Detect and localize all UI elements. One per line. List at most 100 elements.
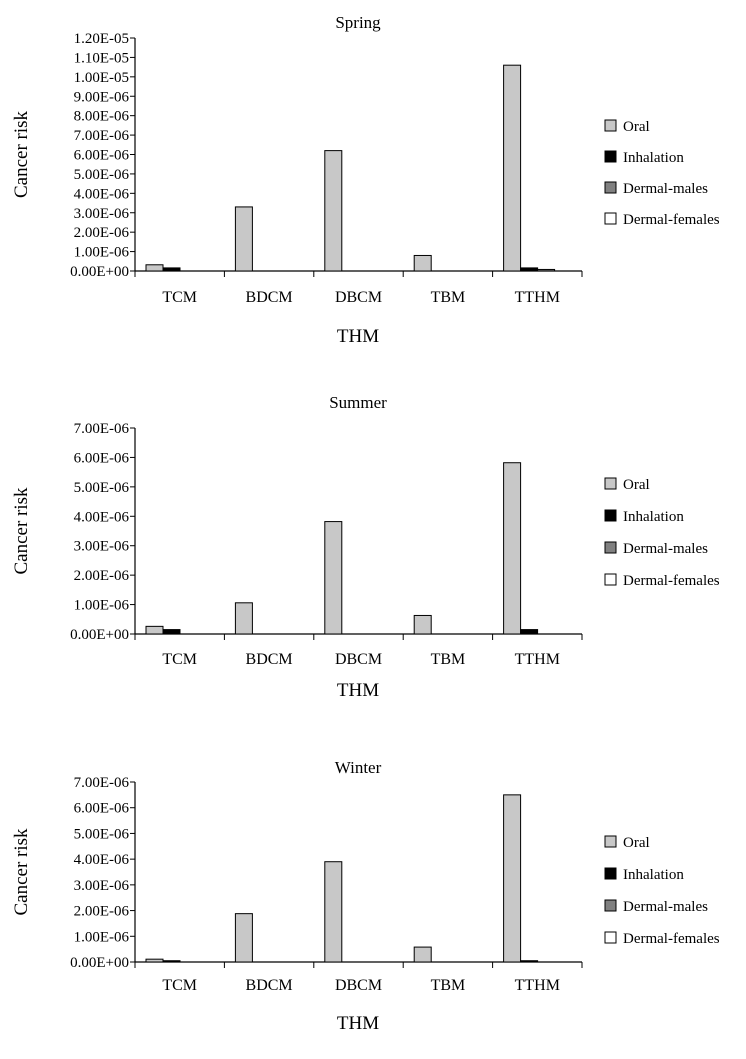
legend-label-oral: Oral	[623, 477, 650, 493]
y-tick-label: 4.00E-06	[74, 186, 130, 202]
y-tick-label: 1.00E-06	[74, 598, 130, 614]
y-tick-label: 4.00E-06	[74, 852, 130, 868]
bar-oral-tbm	[413, 946, 432, 963]
bar-oral-tcm	[145, 958, 164, 963]
bar-inhalation-tcm	[162, 960, 181, 963]
legend-swatch-dermal-females	[604, 573, 617, 586]
y-tick-label: 5.00E-06	[74, 167, 130, 183]
legend-swatch-inhalation	[604, 509, 617, 522]
x-tick-label: TTHM	[515, 289, 560, 306]
legend-swatch-oral	[604, 119, 617, 132]
x-tick-label: DBCM	[335, 651, 382, 668]
y-tick-label: 3.00E-06	[74, 878, 130, 894]
y-tick-label: 5.00E-06	[74, 480, 130, 496]
chart-title: Spring	[335, 13, 381, 32]
bar-oral-tcm	[145, 264, 164, 272]
bar-inhalation-tcm	[162, 267, 181, 272]
y-tick-label: 7.00E-06	[74, 128, 130, 144]
chart-summer: Summer Cancer risk 0.00E+00 1.00E-06 2.00E-0…	[11, 393, 720, 701]
y-tick-label: 1.00E-06	[74, 245, 130, 261]
legend: Oral Inhalation Dermal-males Dermal-females	[604, 835, 720, 947]
x-axis-label: THM	[337, 1013, 379, 1034]
y-tick-label: 6.00E-06	[74, 148, 130, 164]
bar-oral-tthm	[503, 794, 522, 963]
bar-oral-tbm	[413, 254, 432, 272]
legend: Oral Inhalation Dermal-males Dermal-females	[604, 477, 720, 589]
legend-label-dermal-males: Dermal-males	[623, 181, 708, 197]
chart-title: Summer	[329, 393, 387, 412]
bar-oral-bdcm	[234, 206, 253, 272]
y-axis-label: Cancer risk	[11, 487, 32, 575]
x-tick-label: BDCM	[246, 977, 293, 994]
legend-swatch-dermal-males	[604, 541, 617, 554]
bar-inhalation-tcm	[162, 629, 181, 635]
legend-label-dermal-females: Dermal-females	[623, 573, 720, 589]
legend-label-oral: Oral	[623, 835, 650, 851]
y-tick-label: 6.00E-06	[74, 801, 130, 817]
legend-swatch-dermal-females	[604, 212, 617, 225]
x-axis-label: THM	[337, 680, 379, 701]
chart-spring: Spring Cancer risk 0.00E+00 1.00E-06 2.00E-0…	[11, 13, 720, 347]
x-tick-label: DBCM	[335, 977, 382, 994]
y-tick-label: 2.00E-06	[74, 225, 130, 241]
bar-dermal-males-tthm	[537, 268, 556, 272]
bar-oral-dbcm	[324, 521, 343, 635]
x-tick-label: TCM	[162, 651, 197, 668]
legend-swatch-oral	[604, 835, 617, 848]
y-tick-label: 1.00E-05	[74, 70, 129, 86]
y-tick-label: 4.00E-06	[74, 509, 130, 525]
legend-label-dermal-males: Dermal-males	[623, 541, 708, 557]
legend-label-dermal-females: Dermal-females	[623, 212, 720, 228]
bar-oral-tthm	[503, 64, 522, 272]
y-tick-label: 1.10E-05	[74, 50, 129, 66]
y-tick-label: 0.00E+00	[70, 264, 129, 280]
y-tick-label: 2.00E-06	[74, 568, 130, 584]
y-tick-label: 2.00E-06	[74, 904, 130, 920]
y-tick-label: 1.20E-05	[74, 31, 129, 47]
legend-swatch-dermal-males	[604, 181, 617, 194]
bar-oral-dbcm	[324, 150, 343, 272]
bar-oral-bdcm	[234, 913, 253, 963]
y-tick-label: 3.00E-06	[74, 539, 130, 555]
legend-label-inhalation: Inhalation	[623, 867, 684, 883]
x-tick-label: TBM	[431, 289, 466, 306]
x-tick-label: BDCM	[246, 651, 293, 668]
y-axis-label: Cancer risk	[11, 828, 32, 916]
legend-swatch-inhalation	[604, 867, 617, 880]
y-axis-label: Cancer risk	[11, 110, 32, 198]
y-tick-label: 0.00E+00	[70, 955, 129, 971]
y-tick-label: 7.00E-06	[74, 421, 130, 437]
legend-swatch-oral	[604, 477, 617, 490]
y-tick-label: 1.00E-06	[74, 929, 130, 945]
x-tick-label: BDCM	[246, 289, 293, 306]
bar-inhalation-tthm	[520, 629, 539, 635]
chart-title: Winter	[335, 758, 382, 777]
bar-oral-tcm	[145, 625, 164, 635]
legend: Oral Inhalation Dermal-males Dermal-females	[604, 119, 720, 228]
legend-label-dermal-females: Dermal-females	[623, 931, 720, 947]
y-tick-label: 5.00E-06	[74, 826, 130, 842]
y-tick-label: 0.00E+00	[70, 627, 129, 643]
bar-oral-tthm	[503, 462, 522, 635]
y-tick-label: 8.00E-06	[74, 109, 130, 125]
x-tick-label: TBM	[431, 651, 466, 668]
y-tick-label: 9.00E-06	[74, 89, 130, 105]
bar-inhalation-tthm	[520, 960, 539, 963]
x-tick-label: TCM	[162, 289, 197, 306]
y-tick-label: 3.00E-06	[74, 206, 130, 222]
x-tick-label: TCM	[162, 977, 197, 994]
legend-swatch-dermal-females	[604, 931, 617, 944]
bar-oral-bdcm	[234, 602, 253, 635]
x-axis-label: THM	[337, 326, 379, 347]
legend-swatch-dermal-males	[604, 899, 617, 912]
bar-oral-dbcm	[324, 861, 343, 963]
x-tick-label: TTHM	[515, 651, 560, 668]
legend-label-inhalation: Inhalation	[623, 509, 684, 525]
legend-swatch-inhalation	[604, 150, 617, 163]
y-tick-label: 7.00E-06	[74, 775, 130, 791]
chart-winter: Winter Cancer risk 0.00E+00 1.00E-06 2.00E-0…	[11, 758, 720, 1034]
x-tick-label: DBCM	[335, 289, 382, 306]
legend-label-inhalation: Inhalation	[623, 150, 684, 166]
bar-inhalation-tthm	[520, 267, 539, 272]
